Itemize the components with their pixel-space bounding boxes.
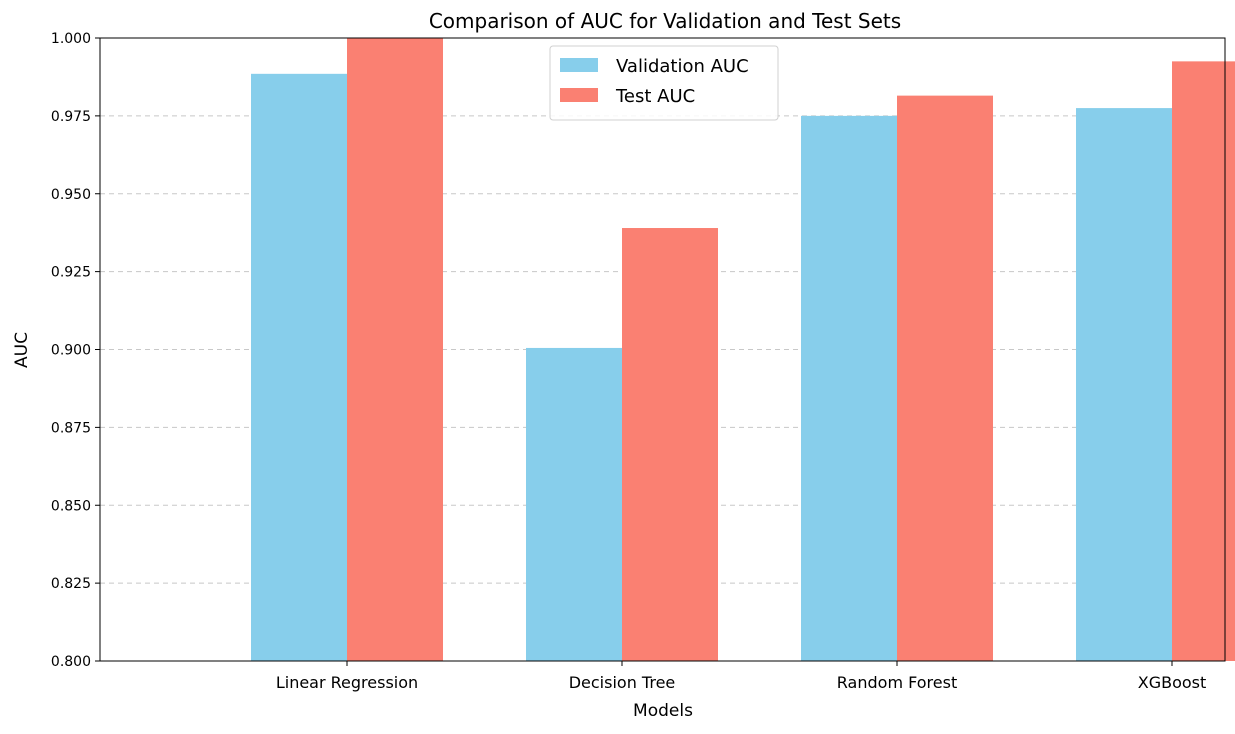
y-tick-label: 0.825 [51, 576, 91, 592]
x-tick-label: XGBoost [1138, 673, 1207, 692]
bar-validation-auc [801, 115, 897, 661]
x-axis-label: Models [633, 701, 693, 721]
legend-box [549, 45, 779, 121]
legend-entry: Validation AUC [616, 56, 749, 77]
x-axis-ticks: Linear Regression Decision Tree Random For… [276, 661, 1206, 692]
legend-swatch [560, 58, 598, 72]
bar-validation-auc [251, 73, 347, 661]
y-tick-label: 0.875 [51, 420, 91, 436]
y-tick-label: 1.000 [51, 31, 91, 47]
legend-swatch [560, 88, 598, 102]
y-axis-label: AUC [12, 332, 32, 368]
legend-entry: Test AUC [615, 86, 695, 107]
bar-test-auc [622, 228, 718, 661]
chart-title: Comparison of AUC for Validation and Tes… [429, 9, 901, 33]
bars [251, 38, 1235, 662]
bar-validation-auc [1076, 108, 1172, 661]
y-tick-label: 0.950 [51, 187, 91, 203]
bar-test-auc [897, 95, 993, 661]
x-tick-label: Decision Tree [569, 673, 676, 692]
bar-test-auc [347, 38, 443, 661]
x-tick-label: Random Forest [837, 673, 957, 692]
bar-test-auc [1172, 61, 1235, 662]
bar-validation-auc [526, 347, 622, 661]
x-tick-label: Linear Regression [276, 673, 418, 692]
y-tick-label: 0.900 [51, 343, 91, 359]
y-tick-label: 0.925 [51, 265, 91, 281]
legend: Validation AUC Test AUC [549, 45, 779, 121]
y-tick-label: 0.800 [51, 654, 91, 670]
y-tick-label: 0.975 [51, 109, 91, 125]
y-tick-label: 0.850 [51, 498, 91, 514]
y-axis-ticks: 0.800 0.825 0.850 0.875 0.900 0.925 0.950 0.975… [51, 31, 100, 670]
